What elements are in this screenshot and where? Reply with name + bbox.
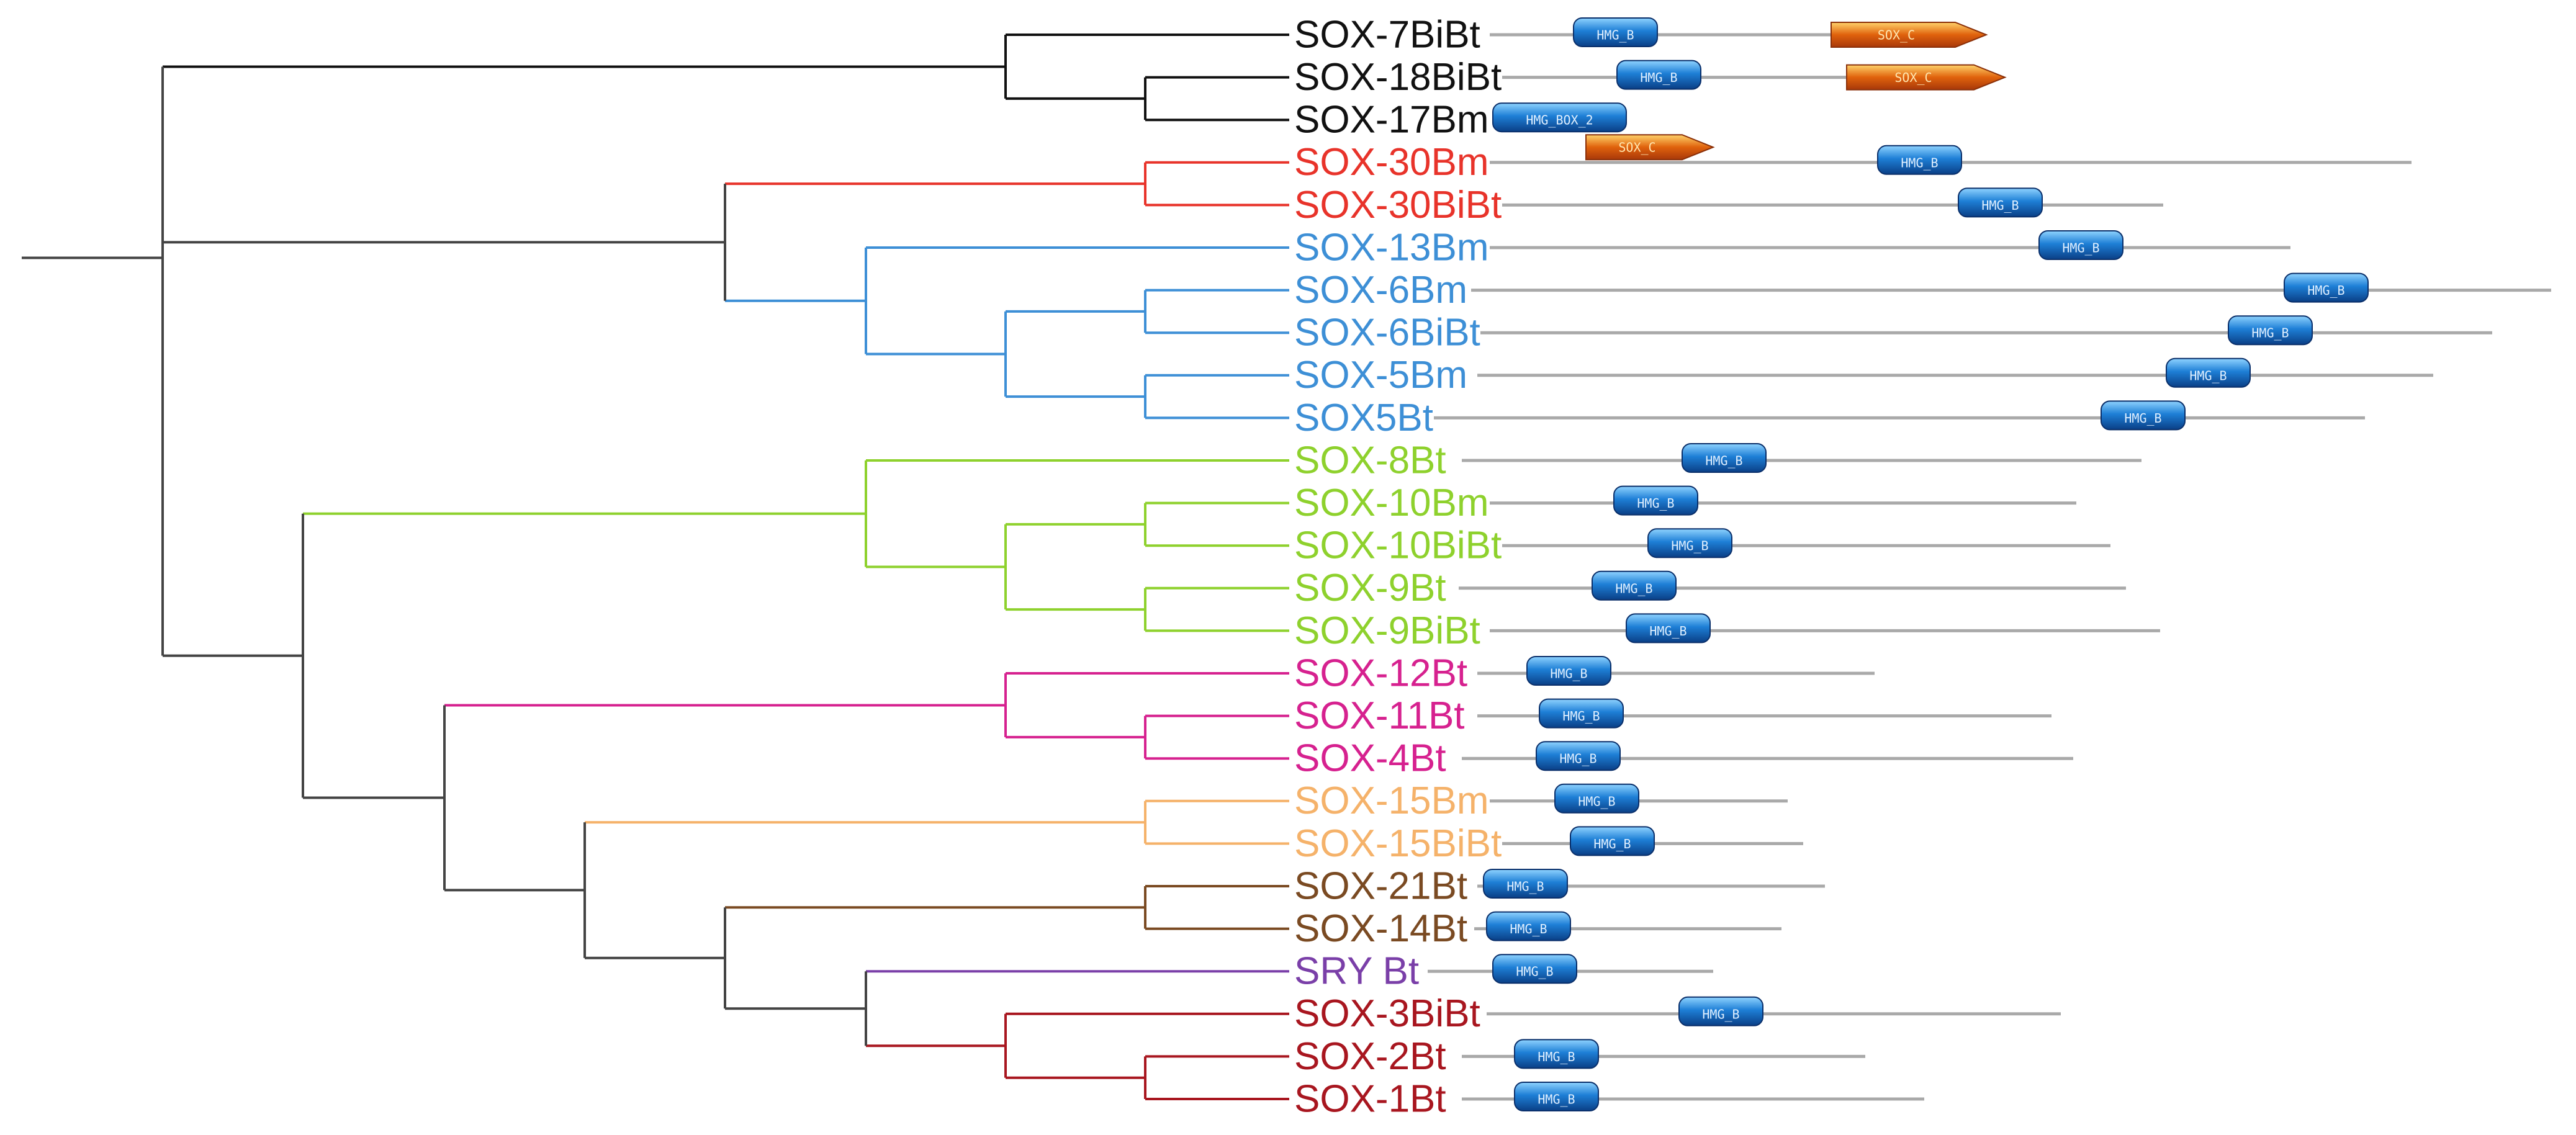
hmg-b-domain xyxy=(1682,443,1767,473)
hmg-b-domain xyxy=(1573,17,1658,47)
protein-domains: HMG_B HMG_B HMG_BOX_2 HMG_B HMG_B HMG_B HMG_B H… xyxy=(1483,17,2369,1111)
hmg-b-domain xyxy=(2101,400,2186,431)
sox-c-domain xyxy=(1846,64,2007,91)
domain-label: HMG_B xyxy=(1981,198,2019,213)
protein-tracks xyxy=(1428,33,2551,1101)
leaf-label: SOX-30Bm xyxy=(1294,141,1489,184)
hmg-b-domain xyxy=(1539,698,1624,729)
leaf-label: SOX-10BiBt xyxy=(1294,524,1502,567)
hmg-b-domain xyxy=(1486,911,1571,941)
leaf-label: SOX-17Bm xyxy=(1294,99,1489,141)
leaf-label: SOX-2Bt xyxy=(1294,1035,1446,1078)
leaf-label: SOX-7BiBt xyxy=(1294,13,1480,56)
leaf-label: SOX-30BiBt xyxy=(1294,184,1502,227)
domain-label: HMG_B xyxy=(1538,1092,1575,1107)
domain-label: HMG_B xyxy=(1596,28,1634,43)
hmg-box-2-domain xyxy=(1492,102,1627,133)
hmg-b-domain xyxy=(1626,613,1711,644)
domain-label: HMG_B xyxy=(2189,368,2227,383)
leaf-label: SOX-4Bt xyxy=(1294,737,1446,780)
leaf-label: SOX-12Bt xyxy=(1294,652,1467,694)
hmg-b-domain xyxy=(1592,570,1677,601)
sox-c-domain xyxy=(1831,22,1988,48)
leaf-label: SOX-10Bm xyxy=(1294,482,1489,524)
domain-label: HMG_B xyxy=(2307,283,2344,298)
leaf-label: SOX-1Bt xyxy=(1294,1077,1446,1120)
leaf-label: SOX-18BiBt xyxy=(1294,56,1502,99)
hmg-b-domain xyxy=(1877,145,1962,175)
domain-label: HMG_B xyxy=(1538,1049,1575,1064)
domain-label: HMG_B xyxy=(2124,411,2161,426)
leaf-label: SOX-9Bt xyxy=(1294,567,1446,609)
domain-label: HMG_B xyxy=(1550,666,1587,681)
domain-label: HMG_B xyxy=(1702,1007,1739,1021)
hmg-b-domain xyxy=(1514,1082,1599,1111)
domain-label: HMG_B xyxy=(2062,241,2099,256)
hmg-b-domain xyxy=(2228,315,2313,346)
domain-label: HMG_B xyxy=(1705,454,1742,469)
hmg-b-domain xyxy=(1613,485,1698,516)
domain-label: HMG_B xyxy=(1901,155,1938,170)
domain-label: HMG_B xyxy=(1615,581,1652,596)
leaf-label: SOX5Bt xyxy=(1294,397,1433,439)
leaf-label: SOX-8Bt xyxy=(1294,439,1446,482)
leaf-label: SOX-6BiBt xyxy=(1294,312,1480,354)
hmg-b-domain xyxy=(2038,230,2123,260)
leaf-label: SOX-11Bt xyxy=(1294,694,1465,737)
hmg-b-domain xyxy=(1492,954,1577,984)
leaf-label: SOX-5Bm xyxy=(1294,354,1467,397)
hmg-b-domain xyxy=(1526,656,1611,686)
domain-label: HMG_B xyxy=(1516,964,1553,979)
leaf-label: SOX-14Bt xyxy=(1294,907,1467,950)
domain-label: SOX_C xyxy=(1878,28,1915,43)
leaf-label: SOX-13Bm xyxy=(1294,226,1489,269)
hmg-b-domain xyxy=(2166,357,2251,388)
domain-label: HMG_B xyxy=(1593,837,1631,851)
leaf-label: SOX-15Bm xyxy=(1294,779,1489,822)
domain-label: HMG_B xyxy=(1637,496,1674,511)
hmg-b-domain xyxy=(1647,528,1732,559)
hmg-b-domain xyxy=(2284,272,2369,303)
leaf-label: SOX-15BiBt xyxy=(1294,822,1502,865)
domain-label: HMG_B xyxy=(1671,539,1708,554)
domain-label: SOX_C xyxy=(1618,140,1655,155)
domain-label: HMG_B xyxy=(1649,624,1687,639)
hmg-b-domain xyxy=(1678,996,1763,1026)
domain-label: HMG_B xyxy=(1578,794,1615,809)
leaf-label: SOX-9BiBt xyxy=(1294,609,1480,652)
leaf-label: SOX-21Bt xyxy=(1294,864,1467,907)
hmg-b-domain xyxy=(1554,783,1639,814)
domain-label: HMG_B xyxy=(1562,709,1600,724)
domain-label: HMG_B xyxy=(2251,326,2289,341)
domain-label: SOX_C xyxy=(1894,70,1932,85)
hmg-b-domain xyxy=(1514,1039,1599,1069)
hmg-b-domain xyxy=(1483,869,1568,899)
leaf-label: SRY Bt xyxy=(1294,950,1419,993)
domain-label: HMG_B xyxy=(1640,70,1677,85)
hmg-b-domain xyxy=(1958,187,2043,218)
domain-label: HMG_B xyxy=(1506,879,1544,894)
domain-label: HMG_BOX_2 xyxy=(1526,113,1593,128)
domain-label: HMG_B xyxy=(1559,751,1596,766)
leaf-label: SOX-3BiBt xyxy=(1294,992,1480,1035)
leaf-label: SOX-6Bm xyxy=(1294,269,1467,312)
hmg-b-domain xyxy=(1536,741,1621,771)
hmg-b-domain xyxy=(1616,60,1701,90)
leaf-labels: SOX-7BiBtSOX-18BiBtSOX-17BmSOX-30BmSOX-3… xyxy=(1294,13,1502,1120)
sox-c-domain xyxy=(1585,134,1715,161)
hmg-b-domain xyxy=(1570,826,1655,856)
tree-branches xyxy=(22,34,1289,1100)
domain-label: HMG_B xyxy=(1510,922,1547,936)
